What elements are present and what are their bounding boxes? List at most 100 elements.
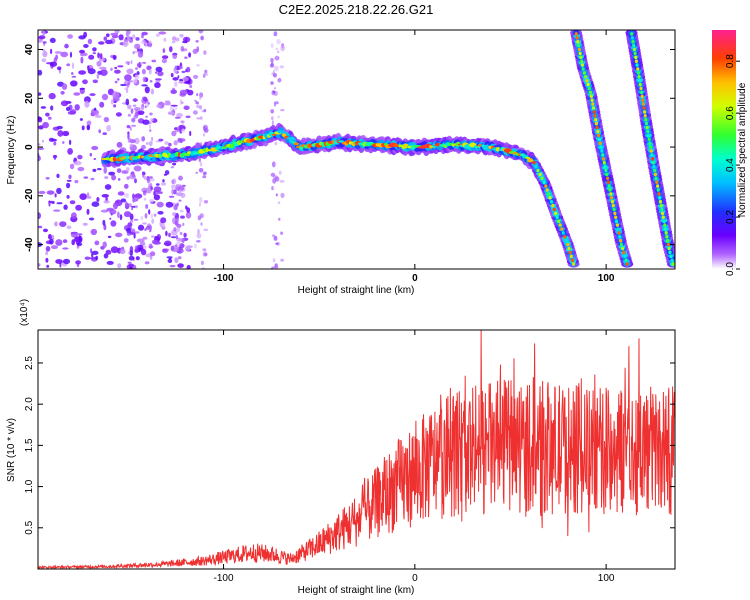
noise-speckle xyxy=(169,264,176,268)
noise-stripe xyxy=(174,65,178,70)
noise-speckle xyxy=(188,52,192,58)
noise-speckle xyxy=(119,248,126,255)
noise-speckle xyxy=(164,141,169,145)
main-ridge-tail-core xyxy=(568,250,572,255)
noise-stripe xyxy=(280,231,284,235)
x-tick-label: 0 xyxy=(412,573,418,584)
noise-speckle xyxy=(38,147,45,150)
noise-speckle xyxy=(93,107,97,111)
noise-speckle xyxy=(189,130,192,137)
diagonal-ridge-1-core xyxy=(618,235,622,239)
noise-stripe xyxy=(170,166,175,169)
noise-stripe xyxy=(135,204,138,209)
main-ridge-tail-core xyxy=(551,203,555,208)
noise-speckle xyxy=(71,212,77,219)
noise-speckle xyxy=(95,115,102,118)
noise-stripe xyxy=(175,203,179,207)
noise-stripe xyxy=(172,87,176,91)
noise-speckle xyxy=(127,133,130,140)
noise-stripe xyxy=(179,238,185,243)
diagonal-ridge-1-core xyxy=(588,90,593,95)
main-ridge-core xyxy=(221,146,228,149)
noise-stripe xyxy=(135,67,138,70)
noise-stripe xyxy=(274,176,280,182)
noise-stripe xyxy=(126,84,130,88)
noise-speckle xyxy=(123,211,132,218)
diagonal-ridge-2-core xyxy=(640,90,644,95)
main-ridge-core xyxy=(286,137,292,140)
noise-speckle xyxy=(53,154,57,160)
noise-speckle xyxy=(185,115,191,119)
noise-speckle xyxy=(134,43,141,50)
noise-stripe xyxy=(200,222,203,226)
noise-speckle xyxy=(38,212,41,220)
noise-speckle xyxy=(183,232,187,238)
diagonal-ridge-2-core xyxy=(649,149,653,153)
main-ridge-tail-core xyxy=(548,196,552,200)
noise-speckle xyxy=(62,258,71,265)
noise-speckle xyxy=(186,66,191,73)
noise-stripe xyxy=(270,109,275,114)
noise-speckle xyxy=(183,81,191,84)
noise-stripe xyxy=(179,99,183,105)
noise-stripe xyxy=(199,161,203,167)
noise-stripe xyxy=(134,248,139,254)
noise-speckle xyxy=(76,245,80,249)
noise-stripe xyxy=(199,213,204,219)
main-ridge-core xyxy=(495,147,501,152)
noise-stripe xyxy=(134,231,140,234)
noise-speckle xyxy=(185,245,191,252)
noise-stripe xyxy=(192,48,198,55)
diagonal-ridge-2-core xyxy=(630,36,635,40)
noise-speckle xyxy=(73,160,82,166)
noise-speckle xyxy=(170,73,174,78)
noise-speckle xyxy=(179,89,188,96)
noise-speckle xyxy=(151,235,155,238)
noise-stripe xyxy=(202,73,209,76)
noise-speckle xyxy=(126,227,132,234)
noise-speckle xyxy=(169,46,173,53)
noise-speckle xyxy=(45,112,50,117)
noise-stripe xyxy=(273,73,277,78)
diagonal-ridge-1-core xyxy=(615,223,620,227)
noise-speckle xyxy=(63,204,68,210)
diagonal-ridge-1-core xyxy=(580,63,585,67)
noise-speckle xyxy=(74,104,80,111)
noise-speckle xyxy=(62,247,69,250)
noise-speckle xyxy=(116,168,122,174)
noise-stripe xyxy=(177,256,182,260)
diagonal-ridge-2-core xyxy=(635,63,639,67)
noise-stripe xyxy=(150,213,154,219)
main-ridge-tail-core xyxy=(566,242,570,247)
noise-speckle xyxy=(49,238,54,245)
diagonal-ridge-1-core xyxy=(594,117,598,122)
diagonal-ridge-1-core xyxy=(623,254,627,259)
noise-stripe xyxy=(147,102,151,105)
noise-stripe xyxy=(273,265,279,269)
noise-speckle xyxy=(92,79,99,84)
main-ridge-tail-core xyxy=(542,180,546,184)
noise-stripe xyxy=(203,253,208,256)
y-tick-label: 2.0 xyxy=(24,397,35,411)
noise-stripe xyxy=(129,126,132,131)
noise-stripe xyxy=(280,109,285,112)
noise-stripe xyxy=(127,104,132,110)
figure-title: C2E2.2025.218.22.26.G21 xyxy=(279,2,434,17)
noise-speckle xyxy=(86,120,92,126)
noise-speckle xyxy=(187,89,194,96)
y-tick-label: -20 xyxy=(24,188,35,203)
noise-speckle xyxy=(92,47,97,52)
noise-speckle xyxy=(77,233,83,236)
noise-speckle xyxy=(106,125,111,132)
main-ridge-tail-core xyxy=(564,238,568,243)
spectrogram-x-axis-label: Height of straight line (km) xyxy=(298,285,415,296)
noise-speckle xyxy=(87,38,93,45)
noise-speckle xyxy=(105,39,113,45)
noise-speckle xyxy=(117,65,124,68)
noise-speckle xyxy=(171,184,177,189)
noise-speckle xyxy=(89,93,96,97)
noise-speckle xyxy=(155,183,160,186)
noise-stripe xyxy=(140,215,144,221)
noise-speckle xyxy=(110,32,119,36)
spectrogram-blobs xyxy=(38,30,675,269)
